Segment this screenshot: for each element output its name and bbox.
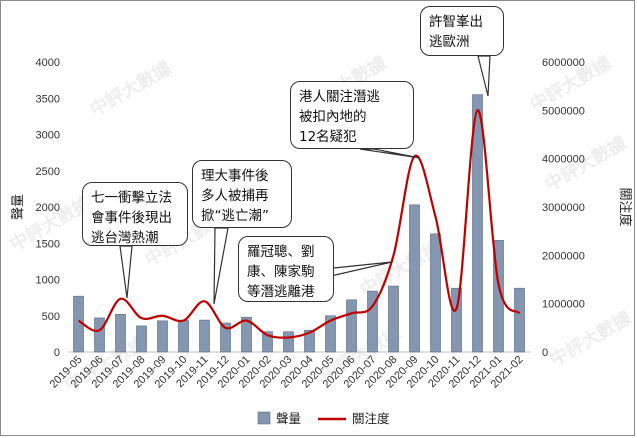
annotation-ted-hui: 許智峯出 逃歐洲 bbox=[420, 6, 504, 56]
y-right-tick-label: 5000000 bbox=[542, 105, 585, 117]
annotation-pointer bbox=[119, 245, 133, 299]
y-left-tick-label: 1500 bbox=[36, 238, 60, 250]
bar bbox=[472, 94, 483, 353]
bar bbox=[136, 325, 147, 353]
annotation-pointer bbox=[477, 55, 491, 97]
y-left-tick-label: 4000 bbox=[36, 57, 60, 69]
bar bbox=[262, 331, 273, 353]
bar bbox=[178, 319, 189, 353]
y-left-tick-label: 0 bbox=[54, 347, 60, 359]
bar bbox=[220, 322, 231, 353]
y-left-tick-label: 3500 bbox=[36, 93, 60, 105]
y-right-tick-label: 4000000 bbox=[542, 154, 585, 166]
y-right-tick-label: 0 bbox=[542, 347, 548, 359]
y-right-axis-title: 關注度 bbox=[617, 187, 633, 226]
y-left-tick-label: 1000 bbox=[36, 275, 60, 287]
y-left-tick-label: 3000 bbox=[36, 130, 60, 142]
annotation-july1: 七一衝擊立法 會事件後現出 逃台灣熱潮 bbox=[82, 182, 188, 246]
y-left-axis-title: 聲量 bbox=[10, 194, 26, 220]
bar bbox=[241, 316, 252, 353]
bar bbox=[115, 313, 126, 353]
bar bbox=[493, 240, 504, 353]
annotation-pointer bbox=[213, 227, 229, 305]
y-right-tick-label: 6000000 bbox=[542, 57, 585, 69]
annotation-12-fugitives: 港人關注潛逃 被扣內地的 12名疑犯 bbox=[290, 81, 414, 149]
bar bbox=[367, 290, 378, 353]
y-left-tick-label: 2000 bbox=[36, 202, 60, 214]
y-right-tick-label: 3000000 bbox=[542, 202, 585, 214]
annotation-pointer bbox=[359, 148, 421, 159]
legend-line-label: 關注度 bbox=[352, 411, 390, 426]
bar bbox=[94, 317, 105, 353]
attention-line bbox=[77, 109, 521, 339]
bar bbox=[346, 299, 357, 353]
bar bbox=[283, 331, 294, 353]
bar bbox=[514, 287, 525, 353]
bar bbox=[388, 285, 399, 353]
bar bbox=[157, 320, 168, 353]
bar bbox=[325, 315, 336, 353]
y-right-tick-label: 1000000 bbox=[542, 299, 585, 311]
y-left-tick-label: 2500 bbox=[36, 166, 60, 178]
bar bbox=[430, 233, 441, 353]
y-right-tick-label: 2000000 bbox=[542, 250, 585, 262]
bar bbox=[409, 204, 420, 353]
bar bbox=[304, 329, 315, 353]
annotation-nathan-law: 羅冠聰、劉 康、陳家駒 等潛逃離港 bbox=[238, 236, 334, 302]
legend-bar-swatch bbox=[257, 411, 271, 425]
bar bbox=[199, 319, 210, 353]
bar bbox=[451, 287, 462, 353]
annotation-polyu: 理大事件後 多人被捕再 掀“逃亡潮” bbox=[192, 160, 292, 228]
y-left-tick-label: 500 bbox=[42, 311, 60, 323]
legend-bar-label: 聲量 bbox=[276, 411, 301, 426]
